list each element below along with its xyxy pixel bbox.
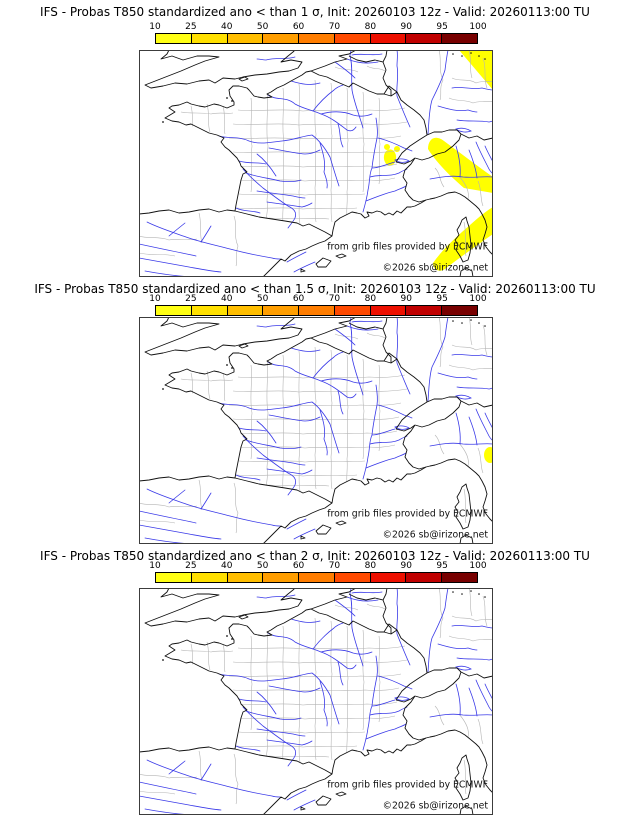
colorbar-cell <box>156 573 192 582</box>
colorbar-tick: 25 <box>185 294 197 304</box>
map-france-sigma-1: from grib files provided by ECMWF ©2026 s… <box>139 50 493 277</box>
colorbar-tick: 70 <box>328 22 341 32</box>
colorbar-cell <box>334 573 371 582</box>
yellow-region-alps-spots <box>383 144 400 166</box>
yellow-region-nw-italy-band <box>428 137 493 193</box>
colorbar-tick: 100 <box>469 561 487 571</box>
colorbar-tick: 25 <box>185 561 197 571</box>
colorbar-cell <box>334 34 371 43</box>
colorbar-cell <box>334 306 371 315</box>
map-credit-source: from grib files provided by ECMWF <box>327 780 488 791</box>
colorbar-cell <box>406 306 443 315</box>
colorbar-cell <box>156 34 192 43</box>
colorbar-ticks: 10 25 40 50 60 70 80 90 95 100 <box>149 294 486 305</box>
colorbar-tick: 90 <box>400 294 412 304</box>
colorbar-cell <box>442 573 478 582</box>
colorbar <box>155 305 478 316</box>
colorbar-tick: 80 <box>364 22 377 32</box>
colorbar-tick: 100 <box>469 22 487 32</box>
colorbar-ticks: 10 25 40 50 60 70 80 90 95 100 <box>149 22 486 33</box>
colorbar-cell <box>191 573 228 582</box>
yellow-region-adriatic-band <box>433 207 493 271</box>
colorbar-tick: 60 <box>292 294 305 304</box>
colorbar-tick: 80 <box>364 561 377 571</box>
map-border <box>139 588 493 815</box>
colorbar <box>155 572 478 583</box>
colorbar-tick: 10 <box>149 22 161 32</box>
colorbar-tick: 50 <box>256 22 269 32</box>
colorbar-cell <box>263 34 300 43</box>
colorbar-tick: 100 <box>469 294 487 304</box>
colorbar-tick: 40 <box>221 561 233 571</box>
colorbar-tick: 25 <box>185 22 197 32</box>
map-france-sigma-1.5: from grib files provided by ECMWF ©2026 s… <box>139 317 493 544</box>
colorbar-tick: 40 <box>221 22 233 32</box>
yellow-region-top-right-corner <box>459 50 493 90</box>
colorbar-cell <box>370 306 407 315</box>
colorbar-cell <box>263 573 300 582</box>
colorbar-tick: 40 <box>221 294 233 304</box>
colorbar-cell <box>406 573 443 582</box>
colorbar-tick: 80 <box>364 294 377 304</box>
colorbar-tick: 60 <box>292 561 305 571</box>
colorbar-cell <box>227 34 264 43</box>
colorbar <box>155 33 478 44</box>
colorbar-cell <box>191 34 228 43</box>
colorbar-cell <box>370 34 407 43</box>
colorbar-tick: 70 <box>328 294 341 304</box>
colorbar-cell <box>191 306 228 315</box>
panel-title: IFS - Probas T850 standardized ano < tha… <box>34 282 596 296</box>
colorbar-cell <box>156 306 192 315</box>
map-border <box>139 50 493 277</box>
yellow-region-adriatic-edge-spot <box>484 447 493 463</box>
colorbar-tick: 95 <box>436 294 448 304</box>
colorbar-tick: 90 <box>400 561 412 571</box>
colorbar-cell <box>442 306 478 315</box>
colorbar-cell <box>227 306 264 315</box>
map-credit-source: from grib files provided by ECMWF <box>327 509 488 520</box>
map-credit-copyright: ©2026 sb@irizone.net <box>383 263 489 274</box>
panel-title: IFS - Probas T850 standardized ano < tha… <box>40 5 590 19</box>
colorbar-tick: 10 <box>149 294 161 304</box>
map-border <box>139 317 493 544</box>
map-credit-source: from grib files provided by ECMWF <box>327 242 488 253</box>
map-credit-copyright: ©2026 sb@irizone.net <box>383 801 489 812</box>
panel-title: IFS - Probas T850 standardized ano < tha… <box>40 549 590 563</box>
colorbar-tick: 50 <box>256 294 269 304</box>
colorbar-tick: 60 <box>292 22 305 32</box>
map-credit-copyright: ©2026 sb@irizone.net <box>383 530 489 541</box>
colorbar-cell <box>406 34 443 43</box>
colorbar-cell <box>442 34 478 43</box>
colorbar-tick: 70 <box>328 561 341 571</box>
map-france-sigma-2: from grib files provided by ECMWF ©2026 s… <box>139 588 493 815</box>
colorbar-cell <box>263 306 300 315</box>
colorbar-cell <box>227 573 264 582</box>
colorbar-tick: 50 <box>256 561 269 571</box>
colorbar-tick: 95 <box>436 561 448 571</box>
colorbar-cell <box>370 573 407 582</box>
colorbar-tick: 10 <box>149 561 161 571</box>
colorbar-cell <box>299 34 335 43</box>
colorbar-cell <box>299 306 335 315</box>
colorbar-cell <box>299 573 335 582</box>
colorbar-tick: 90 <box>400 22 412 32</box>
colorbar-ticks: 10 25 40 50 60 70 80 90 95 100 <box>149 561 486 572</box>
colorbar-tick: 95 <box>436 22 448 32</box>
